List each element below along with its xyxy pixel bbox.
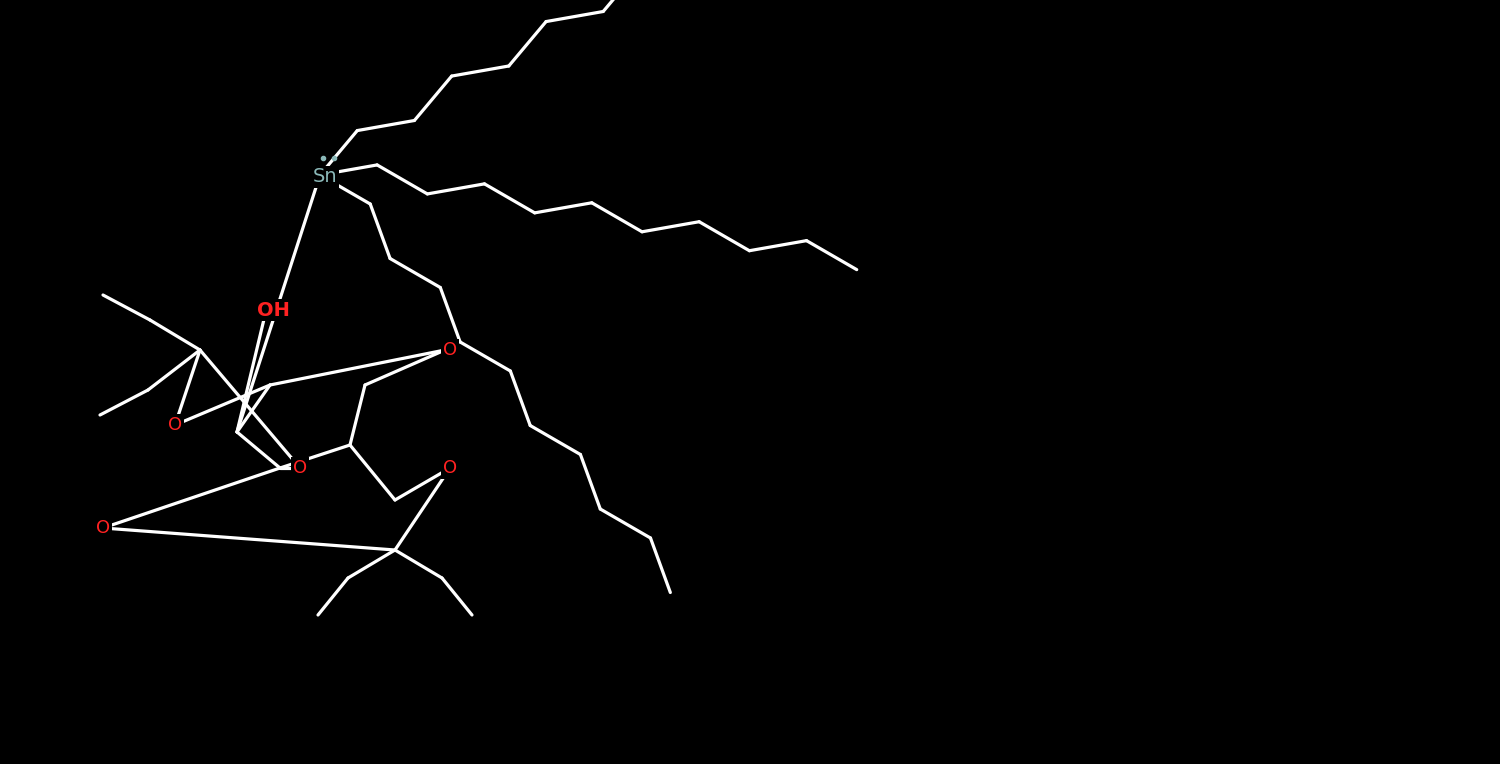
Text: O: O — [442, 341, 458, 359]
Text: O: O — [442, 459, 458, 477]
Text: O: O — [292, 459, 308, 477]
Text: OH: OH — [256, 300, 290, 319]
Text: O: O — [168, 416, 182, 434]
Text: Sn: Sn — [312, 167, 338, 186]
Text: O: O — [96, 519, 109, 537]
